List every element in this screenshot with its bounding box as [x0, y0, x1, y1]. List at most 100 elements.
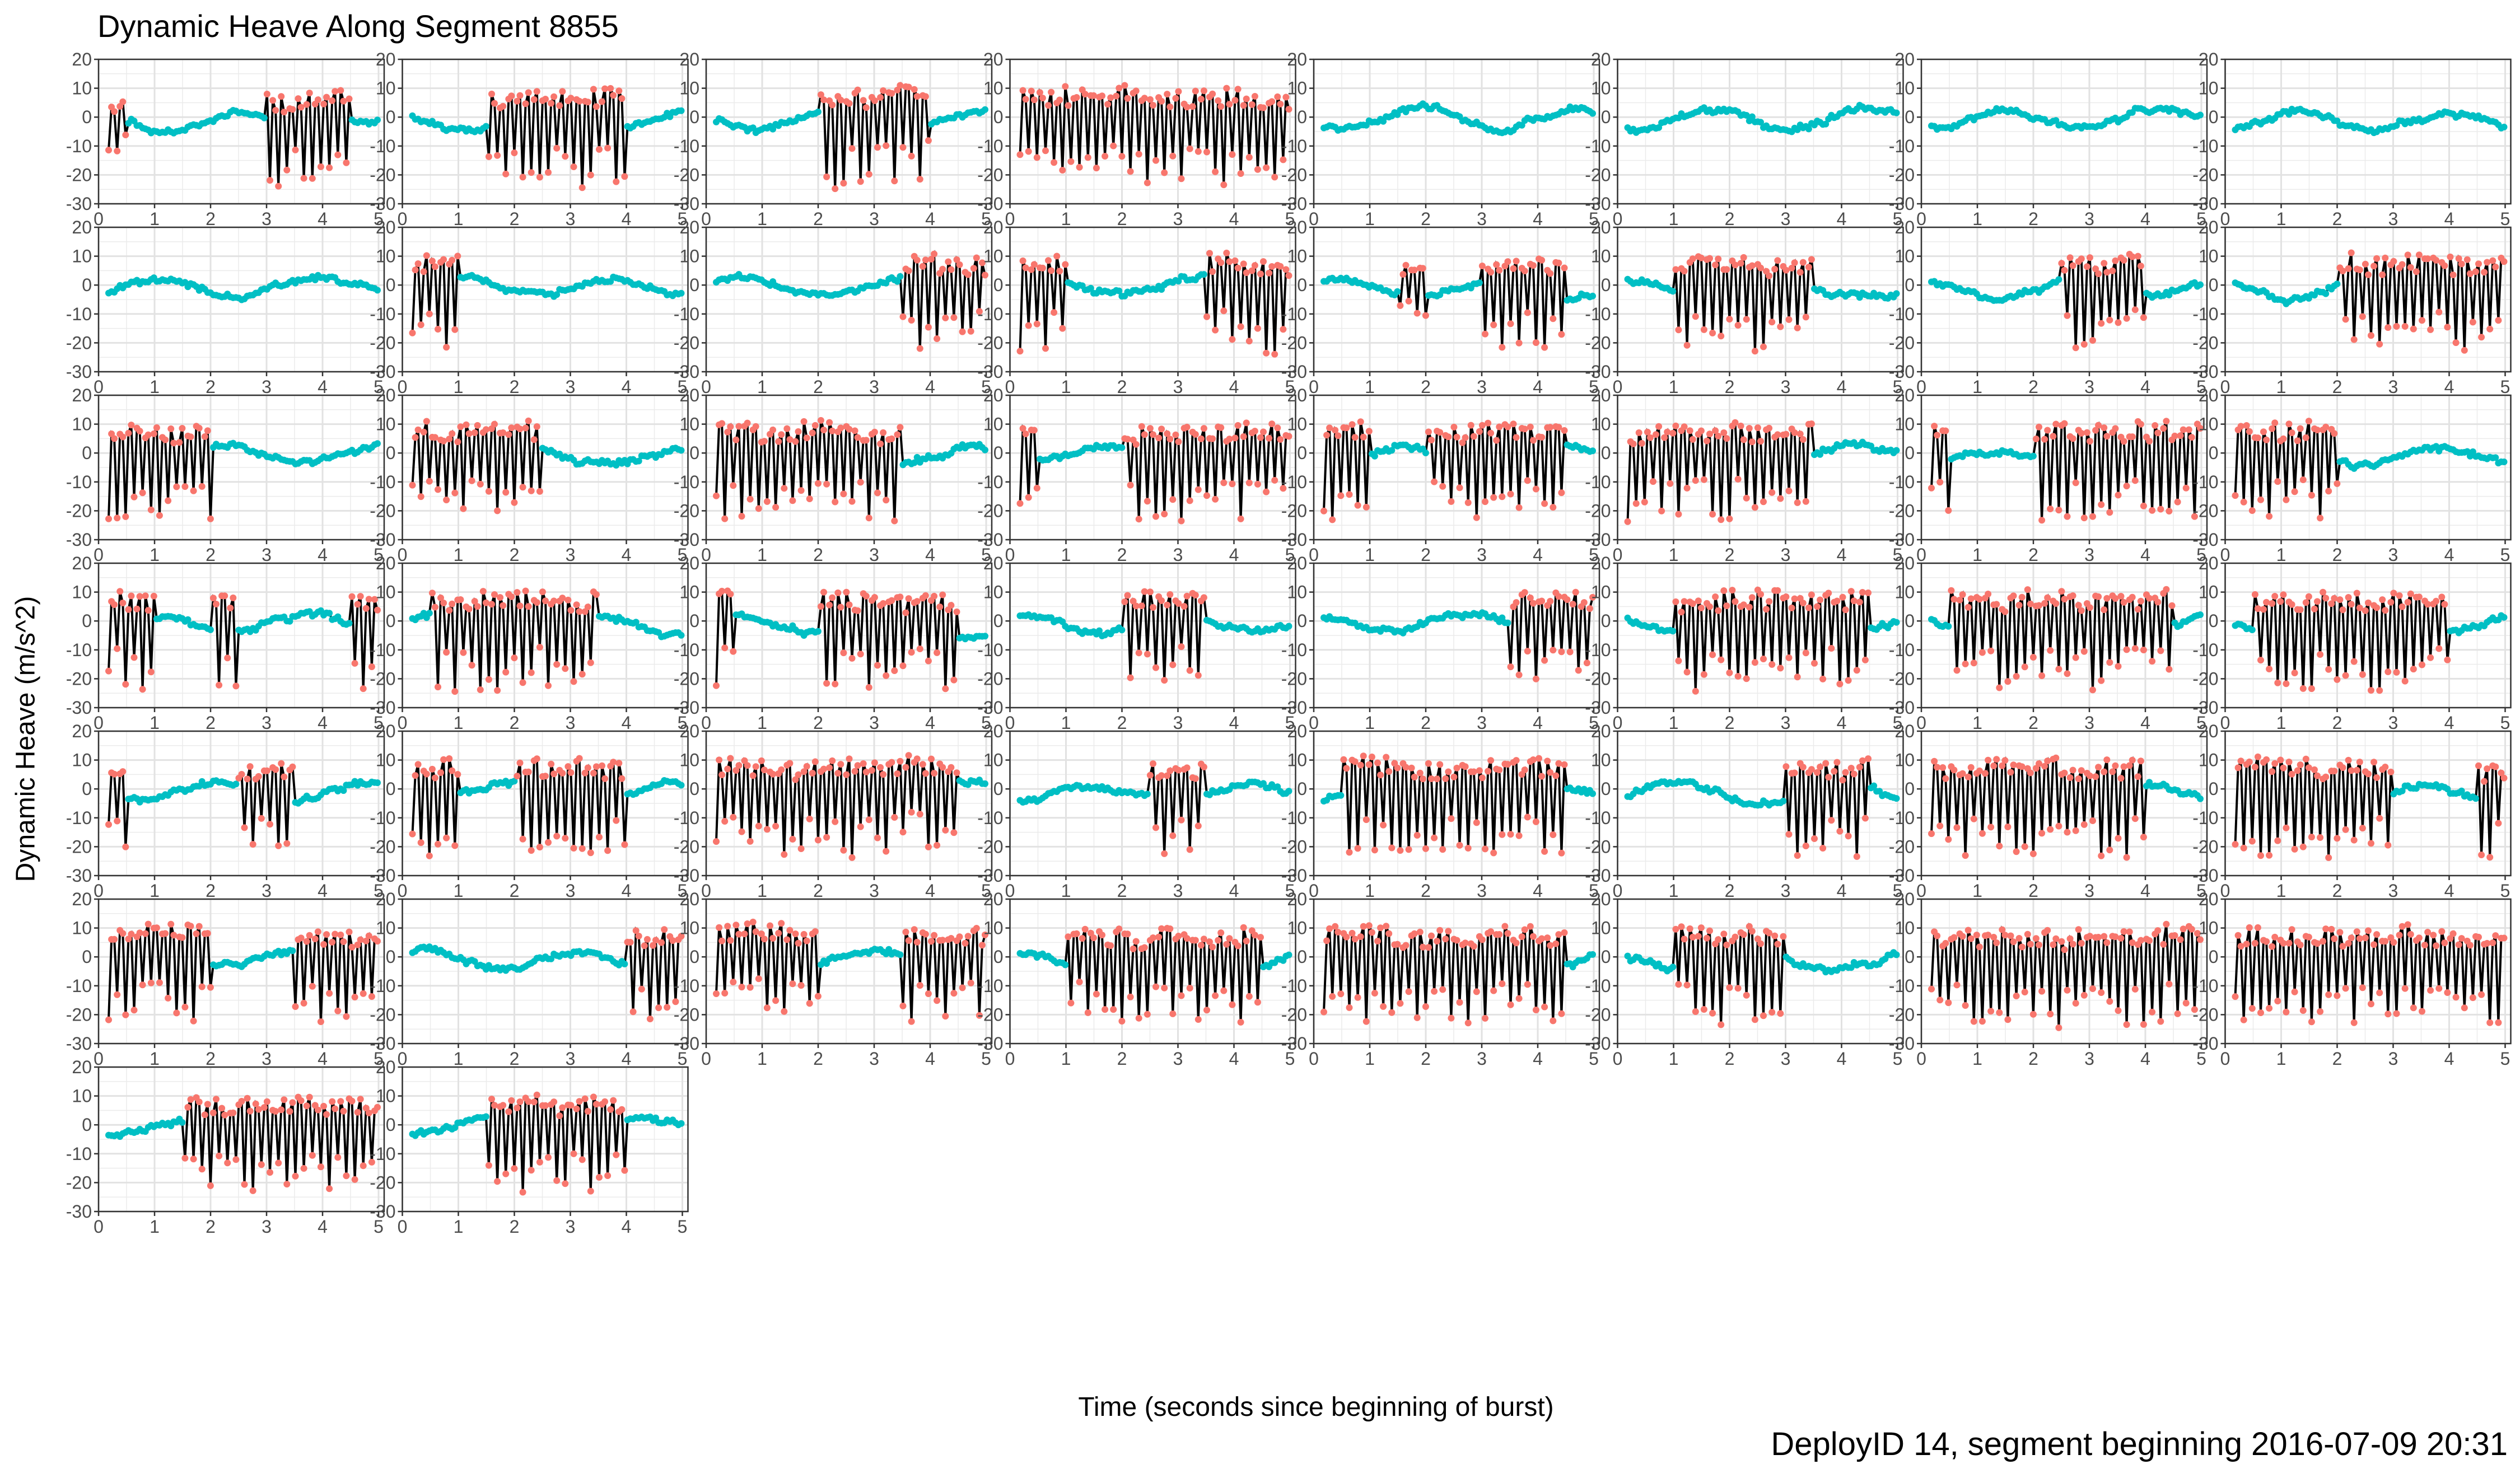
- high-activity-point: [584, 764, 591, 771]
- high-activity-point: [2455, 255, 2462, 262]
- high-activity-point: [502, 668, 510, 676]
- high-activity-point: [1802, 314, 1809, 321]
- high-activity-point: [1056, 268, 1063, 275]
- high-activity-point: [412, 434, 419, 441]
- high-activity-point: [1245, 338, 1253, 345]
- high-activity-point: [474, 422, 481, 429]
- high-activity-point: [105, 515, 112, 522]
- high-activity-point: [1967, 595, 1975, 602]
- high-activity-point: [860, 97, 867, 104]
- high-activity-point: [2149, 658, 2156, 665]
- y-tick-label: -10: [1889, 640, 1915, 660]
- y-tick-label: 20: [1591, 217, 1611, 237]
- y-tick-label: -20: [370, 836, 395, 857]
- high-activity-point: [111, 601, 118, 608]
- y-tick-label: -20: [977, 668, 1003, 689]
- high-activity-point: [1217, 103, 1225, 110]
- high-activity-point: [423, 252, 430, 259]
- high-activity-point: [1039, 264, 1046, 272]
- high-activity-point: [1499, 493, 1506, 501]
- panel-border: [97, 730, 385, 877]
- y-tick-label: 10: [376, 582, 396, 602]
- high-activity-point: [1245, 154, 1253, 161]
- high-activity-point: [1240, 260, 1247, 268]
- high-activity-point: [1734, 475, 1742, 483]
- high-activity-point: [1200, 87, 1207, 95]
- high-activity-point: [1805, 604, 1812, 611]
- x-tick-label: 2: [510, 881, 520, 901]
- x-tick-label: 2: [206, 881, 216, 901]
- high-activity-point: [562, 153, 569, 160]
- high-activity-point: [130, 654, 138, 661]
- high-activity-point: [2055, 666, 2062, 673]
- high-activity-point: [1166, 436, 1174, 443]
- high-activity-point: [1777, 665, 1784, 672]
- high-activity-point: [1141, 588, 1148, 595]
- high-activity-point: [735, 762, 743, 769]
- high-activity-point: [471, 429, 478, 436]
- high-activity-point: [2384, 324, 2392, 331]
- high-activity-point: [317, 163, 324, 170]
- y-tick-label: 20: [72, 49, 92, 69]
- high-activity-point: [1166, 103, 1174, 110]
- low-activity-point: [1371, 452, 1378, 460]
- high-activity-point: [2302, 599, 2309, 606]
- y-tick-label: -20: [977, 333, 1003, 353]
- high-activity-point: [721, 818, 729, 825]
- high-activity-point: [2078, 607, 2085, 614]
- high-activity-point: [508, 92, 515, 100]
- x-tick-label: 2: [2028, 713, 2038, 733]
- high-activity-point: [1507, 320, 1514, 328]
- high-activity-point: [1726, 316, 1733, 323]
- high-activity-point: [511, 149, 518, 156]
- y-tick-label: 0: [1297, 275, 1307, 295]
- high-activity-point: [2237, 423, 2244, 430]
- high-activity-point: [716, 756, 723, 764]
- high-activity-point: [1152, 513, 1159, 520]
- high-activity-point: [775, 438, 782, 445]
- high-activity-point: [854, 607, 861, 614]
- high-activity-point: [2131, 477, 2139, 484]
- x-tick-label: 5: [374, 713, 384, 733]
- high-activity-point: [519, 679, 526, 686]
- high-activity-point: [1669, 429, 1677, 437]
- high-activity-point: [1450, 423, 1458, 431]
- y-tick-label: 0: [2209, 107, 2219, 127]
- x-tick-label: 3: [2388, 209, 2398, 229]
- low-activity-point: [1669, 628, 1677, 635]
- high-activity-point: [1715, 432, 1722, 439]
- high-activity-point: [2308, 685, 2315, 693]
- x-tick-label: 1: [1061, 545, 1071, 565]
- x-tick-label: 2: [1117, 377, 1127, 397]
- high-activity-point: [1953, 667, 1961, 674]
- x-tick-label: 5: [2196, 209, 2206, 229]
- high-activity-point: [2427, 654, 2434, 661]
- high-activity-point: [443, 344, 450, 351]
- high-activity-point: [2271, 419, 2279, 427]
- high-activity-point: [1189, 103, 1196, 110]
- high-activity-point: [1802, 498, 1809, 505]
- high-activity-point: [2078, 429, 2085, 437]
- y-tick-label: 20: [983, 385, 1004, 405]
- high-activity-point: [1529, 262, 1537, 269]
- high-activity-point: [130, 493, 138, 501]
- high-activity-point: [1039, 95, 1046, 102]
- high-activity-point: [1243, 269, 1250, 277]
- high-activity-point: [2452, 339, 2460, 347]
- low-activity-point: [749, 124, 757, 132]
- high-activity-point: [528, 669, 535, 676]
- x-tick-label: 0: [1005, 545, 1015, 565]
- x-tick-label: 2: [2332, 713, 2342, 733]
- high-activity-point: [2044, 427, 2051, 434]
- y-tick-label: 20: [2199, 553, 2219, 573]
- high-activity-point: [2075, 602, 2082, 609]
- high-activity-point: [1348, 421, 1356, 428]
- high-activity-point: [2098, 677, 2105, 684]
- high-activity-point: [1529, 437, 1537, 444]
- high-activity-point: [618, 775, 626, 782]
- y-tick-label: 20: [72, 217, 92, 237]
- high-activity-point: [953, 608, 960, 615]
- high-activity-point: [1254, 325, 1261, 332]
- high-activity-point: [840, 490, 847, 498]
